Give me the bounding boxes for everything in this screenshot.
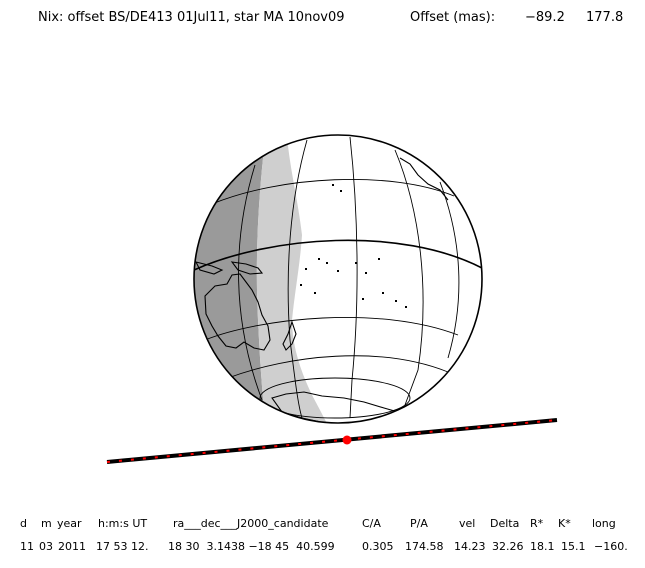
col-header-ca: C/A bbox=[362, 517, 381, 530]
col-header-pa: P/A bbox=[410, 517, 428, 530]
value-year: 2011 bbox=[58, 540, 86, 553]
night-side-dark bbox=[194, 135, 268, 423]
pacific-islands bbox=[300, 184, 407, 308]
value-kstar: 15.1 bbox=[561, 540, 586, 553]
meridian-2 bbox=[349, 136, 358, 419]
event-table-values: 11 03 2011 17 53 12. 18 30 3.1438 −18 45… bbox=[0, 540, 645, 556]
globe bbox=[193, 134, 483, 424]
occultation-chord bbox=[106, 418, 558, 464]
event-table-headers: d m year h:m:s UT ra___dec___J2000_candi… bbox=[0, 517, 645, 533]
value-day: 11 bbox=[20, 540, 34, 553]
new-guinea-coast bbox=[230, 261, 264, 275]
graticule bbox=[204, 136, 460, 419]
value-ca: 0.305 bbox=[362, 540, 394, 553]
equator bbox=[194, 239, 482, 271]
parallel-north bbox=[211, 178, 455, 205]
value-long: −160. bbox=[594, 540, 628, 553]
offset-x-value: −89.2 bbox=[525, 10, 565, 25]
header: Nix: offset BS/DE413 01Jul11, star MA 10… bbox=[38, 10, 638, 30]
parallel-far-south bbox=[227, 355, 449, 379]
indonesia-coast bbox=[194, 261, 224, 275]
col-header-delta: Delta bbox=[490, 517, 520, 530]
offset-label: Offset (mas): bbox=[410, 10, 496, 25]
meridian-4 bbox=[439, 181, 460, 359]
chord-center-dot bbox=[342, 435, 352, 445]
col-header-long: long bbox=[592, 517, 616, 530]
col-header-kstar: K* bbox=[558, 517, 571, 530]
parallel-south bbox=[204, 316, 459, 341]
col-header-rstar: R* bbox=[530, 517, 544, 530]
col-header-vel: vel bbox=[459, 517, 476, 530]
offset-y-value: 177.8 bbox=[586, 10, 624, 25]
value-delta: 32.26 bbox=[492, 540, 524, 553]
value-pa: 174.58 bbox=[405, 540, 444, 553]
north-america-coast bbox=[399, 157, 449, 201]
meridian-1 bbox=[287, 139, 308, 419]
value-rstar: 18.1 bbox=[530, 540, 555, 553]
value-time: 17 53 12. bbox=[96, 540, 149, 553]
chord-shadow-path bbox=[106, 418, 558, 464]
new-zealand-coast bbox=[282, 320, 297, 351]
australia-coast bbox=[204, 273, 271, 351]
polar-circle bbox=[259, 377, 411, 419]
col-header-day: d bbox=[20, 517, 27, 530]
col-header-coords: ra___dec___J2000_candidate bbox=[173, 517, 329, 530]
value-coords: 18 30 3.1438 −18 45 40.599 bbox=[168, 540, 335, 553]
col-header-time: h:m:s UT bbox=[98, 517, 148, 530]
plot-title: Nix: offset BS/DE413 01Jul11, star MA 10… bbox=[38, 10, 345, 25]
meridian-3 bbox=[394, 149, 424, 406]
col-header-month: m bbox=[41, 517, 52, 530]
globe-limb bbox=[193, 134, 483, 424]
col-header-year: year bbox=[57, 517, 82, 530]
value-month: 03 bbox=[39, 540, 53, 553]
value-vel: 14.23 bbox=[454, 540, 486, 553]
